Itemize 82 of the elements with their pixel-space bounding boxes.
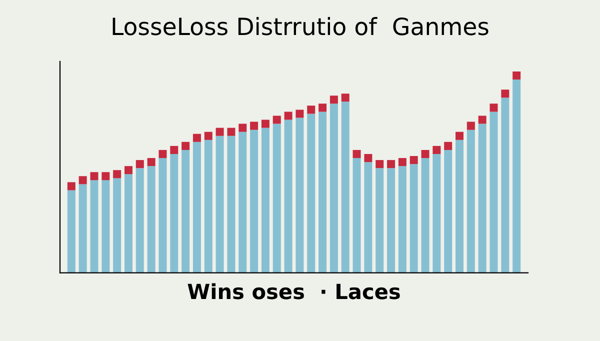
bar xyxy=(466,130,475,273)
bar xyxy=(421,150,430,158)
bar xyxy=(170,146,178,154)
bar xyxy=(170,154,178,273)
bar xyxy=(387,168,396,273)
bar xyxy=(501,90,510,98)
bar xyxy=(352,150,361,158)
bar xyxy=(490,104,498,112)
bar xyxy=(192,134,201,142)
bar xyxy=(90,172,98,180)
bar xyxy=(432,146,441,154)
bar xyxy=(113,170,122,178)
bar xyxy=(250,130,258,273)
bar xyxy=(456,140,464,273)
bar xyxy=(78,184,87,273)
bar xyxy=(341,102,350,273)
bar xyxy=(284,112,292,120)
bar xyxy=(90,180,98,273)
bar xyxy=(421,158,430,273)
bar xyxy=(512,80,521,273)
bar xyxy=(238,132,247,273)
x-axis-title: Wins oses · Laces xyxy=(188,283,400,300)
bar xyxy=(147,166,156,273)
bar xyxy=(341,94,350,102)
bar xyxy=(296,118,304,273)
bar xyxy=(78,176,87,184)
bar xyxy=(238,124,247,132)
bar xyxy=(364,162,372,273)
bar xyxy=(250,122,258,130)
bar xyxy=(124,174,132,273)
bar xyxy=(216,136,224,273)
bar xyxy=(102,180,110,273)
bar xyxy=(330,104,338,273)
bar xyxy=(387,160,396,168)
bar xyxy=(478,124,486,273)
bar xyxy=(227,128,236,136)
bar xyxy=(352,158,361,273)
bar xyxy=(432,154,441,273)
bar xyxy=(307,114,316,273)
bar xyxy=(330,96,338,104)
bar xyxy=(501,98,510,273)
bar xyxy=(398,158,406,166)
bar xyxy=(272,116,281,124)
bar xyxy=(284,120,292,273)
bar xyxy=(444,142,452,150)
bar xyxy=(410,156,418,164)
bar xyxy=(318,112,327,273)
bar xyxy=(124,166,132,174)
bar xyxy=(113,178,122,273)
bar xyxy=(512,71,521,80)
bar xyxy=(410,164,418,273)
bar xyxy=(182,142,190,150)
bar xyxy=(261,120,270,128)
bar xyxy=(376,168,384,273)
bar xyxy=(307,106,316,114)
bar xyxy=(318,104,327,112)
bar xyxy=(136,168,144,273)
bar xyxy=(67,190,76,273)
bar xyxy=(272,124,281,273)
bar xyxy=(102,172,110,180)
bar xyxy=(466,122,475,130)
bar xyxy=(158,150,167,158)
bar xyxy=(136,160,144,168)
bar xyxy=(478,116,486,124)
bar xyxy=(204,140,212,273)
bar xyxy=(444,150,452,273)
bar xyxy=(216,128,224,136)
chart-title: LosseLoss Distrrutio of Ganmes xyxy=(112,17,488,36)
bar xyxy=(364,154,372,162)
bar xyxy=(192,142,201,273)
bar xyxy=(490,112,498,273)
bar xyxy=(456,132,464,140)
bar xyxy=(158,158,167,273)
bar xyxy=(376,160,384,168)
bar xyxy=(398,166,406,273)
bar xyxy=(261,128,270,273)
bar xyxy=(147,158,156,166)
bar xyxy=(204,132,212,140)
bar xyxy=(227,136,236,273)
bar xyxy=(182,150,190,273)
bar xyxy=(296,110,304,118)
bar xyxy=(67,182,76,190)
